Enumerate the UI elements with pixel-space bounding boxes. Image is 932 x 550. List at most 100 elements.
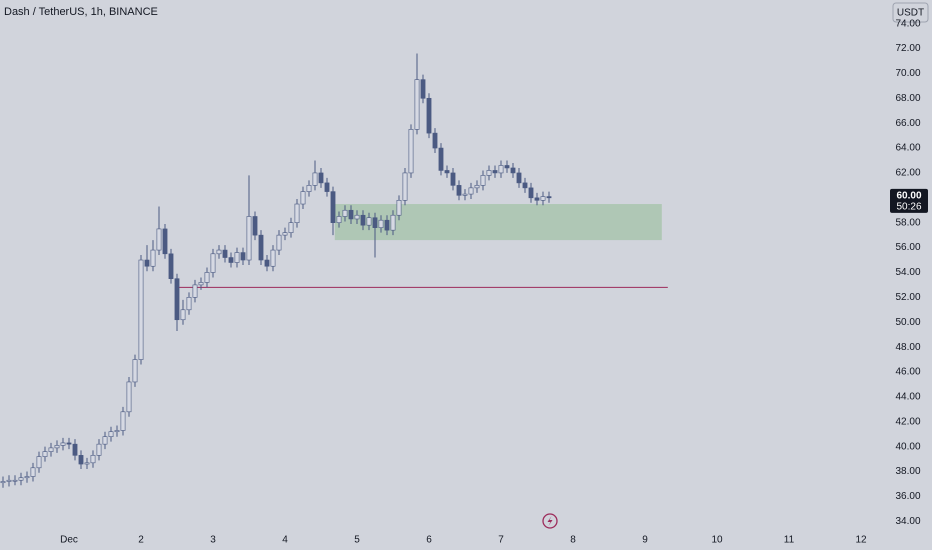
candle-body — [546, 196, 552, 199]
x-tick-label: 3 — [210, 535, 216, 546]
candle-body — [426, 97, 432, 134]
candle-body — [372, 217, 378, 228]
x-tick-label: 10 — [711, 535, 723, 546]
y-tick-label: 46.00 — [895, 367, 920, 378]
candle-body — [12, 479, 18, 482]
candle-body — [42, 451, 48, 457]
candle-body — [348, 209, 354, 220]
candle-body — [276, 234, 282, 251]
candle-body — [66, 442, 72, 445]
candle-body — [48, 447, 54, 452]
candle-body — [168, 253, 174, 279]
candle-body — [96, 443, 102, 456]
candle-body — [216, 249, 222, 255]
y-tick-label: 50.00 — [895, 317, 920, 328]
candle-body — [54, 445, 60, 449]
candle-body — [438, 147, 444, 171]
candle-body — [18, 477, 24, 481]
candle-body — [420, 79, 426, 99]
candle-body — [318, 172, 324, 184]
candle-body — [246, 216, 252, 261]
candle-body — [414, 79, 420, 130]
candle-body — [474, 185, 480, 189]
candle-body — [72, 443, 78, 456]
y-tick-label: 66.00 — [895, 118, 920, 129]
x-tick-label: 9 — [642, 535, 648, 546]
candle-body — [390, 214, 396, 231]
candle-body — [0, 481, 6, 484]
candle-body — [294, 203, 300, 223]
last-price-label: 60.00 — [896, 190, 921, 201]
candle-body — [402, 172, 408, 201]
x-tick-label: 2 — [138, 535, 144, 546]
y-tick-label: 52.00 — [895, 292, 920, 303]
y-tick-label: 74.00 — [895, 18, 920, 29]
candle-body — [156, 228, 162, 251]
y-tick-label: 64.00 — [895, 143, 920, 154]
candle-body — [114, 430, 120, 433]
candle-body — [354, 214, 360, 220]
y-tick-label: 72.00 — [895, 43, 920, 54]
candle-body — [84, 462, 90, 465]
candle-body — [360, 214, 366, 226]
candle-body — [240, 252, 246, 261]
candle-body — [432, 132, 438, 149]
candle-body — [78, 455, 84, 465]
y-tick-label: 62.00 — [895, 168, 920, 179]
x-tick-label: Dec — [60, 535, 78, 546]
y-tick-label: 38.00 — [895, 466, 920, 477]
candle-body — [522, 182, 528, 189]
candle-body — [258, 234, 264, 261]
candle-body — [102, 436, 108, 445]
candle-body — [180, 309, 186, 321]
candle-body — [60, 442, 66, 446]
candle-body — [30, 467, 36, 477]
candle-body — [462, 193, 468, 196]
candle-body — [516, 172, 522, 184]
y-tick-label: 44.00 — [895, 392, 920, 403]
candle-body — [234, 252, 240, 263]
candle-body — [204, 272, 210, 283]
candle-body — [24, 476, 30, 479]
candle-body — [120, 411, 126, 431]
candle-body — [444, 170, 450, 174]
candle-body — [540, 196, 546, 201]
candle-body — [252, 216, 258, 236]
x-tick-label: 5 — [354, 535, 360, 546]
candle-body — [510, 167, 516, 174]
candle-body — [264, 259, 270, 267]
candle-body — [162, 228, 168, 255]
countdown-label: 50:26 — [896, 201, 921, 212]
candle-body — [150, 249, 156, 267]
y-tick-label: 68.00 — [895, 93, 920, 104]
candle-body — [144, 259, 150, 267]
candle-body — [330, 191, 336, 223]
x-tick-label: 6 — [426, 535, 432, 546]
y-tick-label: 42.00 — [895, 416, 920, 427]
x-tick-label: 12 — [855, 535, 867, 546]
candle-body — [336, 216, 342, 223]
candle-body — [300, 191, 306, 205]
candle-body — [504, 165, 510, 169]
candle-body — [528, 187, 534, 199]
x-tick-label: 4 — [282, 535, 288, 546]
candle-body — [132, 359, 138, 383]
candle-body — [282, 232, 288, 236]
candle-body — [186, 297, 192, 311]
y-tick-label: 34.00 — [895, 516, 920, 527]
candle-body — [198, 282, 204, 286]
currency-button-frame[interactable] — [892, 2, 929, 23]
candle-body — [396, 200, 402, 216]
x-tick-label: 11 — [784, 535, 795, 546]
candle-body — [288, 222, 294, 233]
chart-title: Dash / TetherUS, 1h, BINANCE — [4, 6, 158, 18]
currency-button[interactable]: USDT — [897, 8, 924, 19]
candle-body — [366, 217, 372, 226]
candle-body — [534, 197, 540, 201]
candle-body — [126, 381, 132, 413]
x-tick-label: 7 — [498, 535, 504, 546]
y-tick-label: 48.00 — [895, 342, 920, 353]
flash-icon[interactable] — [542, 513, 558, 529]
